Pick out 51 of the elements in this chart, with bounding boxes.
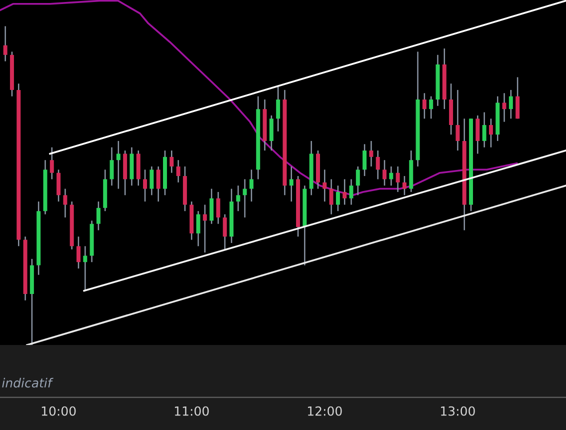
candlestick bbox=[422, 92, 426, 120]
candlestick bbox=[362, 144, 367, 177]
candlestick bbox=[342, 178, 347, 206]
candlestick bbox=[356, 166, 360, 196]
candlestick bbox=[96, 200, 100, 231]
candlestick bbox=[502, 92, 506, 122]
candlestick bbox=[242, 178, 247, 218]
x-tick-label: 12:00 bbox=[308, 406, 342, 416]
candlestick bbox=[349, 178, 354, 206]
candlestick bbox=[150, 166, 154, 196]
text: indicatif bbox=[2, 378, 54, 388]
candlestick bbox=[389, 166, 394, 186]
candlestick bbox=[402, 175, 406, 196]
candlestick bbox=[63, 188, 68, 218]
candlestick bbox=[216, 191, 220, 224]
candlestick bbox=[116, 140, 120, 190]
candlestick bbox=[376, 150, 380, 180]
candlestick bbox=[396, 166, 400, 193]
candlestick bbox=[336, 184, 340, 212]
candlestick bbox=[269, 114, 274, 152]
candlestick bbox=[56, 169, 61, 202]
candlestick bbox=[516, 76, 520, 120]
candlestick bbox=[156, 166, 160, 202]
candlestick bbox=[50, 146, 54, 180]
candlestick bbox=[176, 159, 180, 184]
candlestick bbox=[322, 169, 327, 202]
candlestick bbox=[276, 86, 280, 132]
candlestick bbox=[329, 178, 334, 215]
candlestick bbox=[456, 89, 460, 152]
candlestick bbox=[110, 146, 114, 186]
candlestick bbox=[236, 184, 240, 212]
x-tick-label: 13:00 bbox=[441, 406, 475, 416]
candlestick bbox=[210, 188, 214, 224]
candlestick bbox=[476, 114, 480, 154]
candlestick bbox=[289, 166, 294, 202]
candlestick bbox=[249, 169, 254, 202]
candlestick bbox=[482, 112, 486, 148]
candlestick bbox=[382, 159, 387, 186]
candlestick bbox=[143, 169, 148, 202]
x-tick-label: 10:00 bbox=[42, 406, 76, 416]
candlestick bbox=[429, 96, 434, 120]
candlestick bbox=[369, 140, 374, 168]
candlestick bbox=[76, 236, 80, 270]
candlestick bbox=[170, 150, 174, 174]
candlestick bbox=[222, 214, 227, 250]
candlestick bbox=[488, 118, 493, 148]
candlestick bbox=[508, 89, 513, 120]
candlestick bbox=[83, 246, 88, 292]
x-tick-label: 11:00 bbox=[174, 406, 209, 416]
candlestick bbox=[3, 26, 8, 62]
candlestick bbox=[202, 204, 207, 254]
